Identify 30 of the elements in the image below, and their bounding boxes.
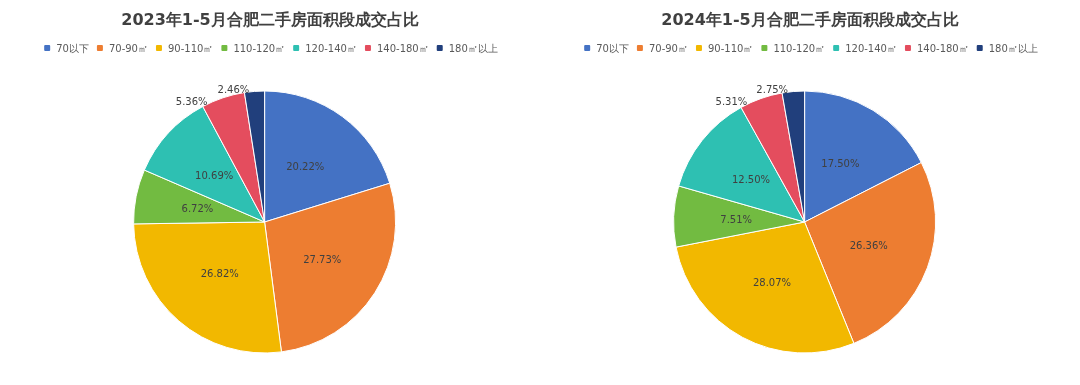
data-label: 2.46% [217,83,250,95]
data-label: 6.72% [181,203,214,215]
legend-label: 110-120㎡ [233,42,286,54]
data-label: 17.50% [821,158,860,170]
data-label: 5.31% [715,96,748,107]
data-label: 7.51% [720,213,753,225]
data-label: 28.07% [752,276,792,288]
data-label: 26.36% [849,240,888,252]
legend-label: 180㎡以上 [448,42,498,54]
legend-label: 70-90㎡ [648,42,688,54]
legend-label: 140-180㎡ [376,42,429,54]
legend-label: 180㎡以上 [988,42,1038,54]
data-label: 26.82% [200,268,239,280]
legend-label: 90-110㎡ [707,42,754,54]
legend-label: 70以下 [596,42,629,54]
legend-label: 90-110㎡ [167,42,214,54]
chart-title: 2023年1-5月合肥二手房面积段成交占比 [121,9,419,29]
legend-label: 140-180㎡ [916,42,969,54]
data-label: 10.69% [195,170,234,182]
legend-label: 70-90㎡ [108,42,148,54]
legend-label: 120-140㎡ [845,42,897,54]
data-label: 20.22% [286,161,325,173]
legend-label: 70以下 [56,42,89,54]
data-label: 27.73% [303,253,342,265]
data-label: 2.75% [756,84,789,95]
chart-title: 2024年1-5月合肥二手房面积段成交占比 [661,9,959,29]
legend-label: 120-140㎡ [305,42,357,54]
legend-label: 110-120㎡ [773,42,826,54]
data-label: 5.36% [175,95,208,107]
data-label: 12.50% [731,173,771,185]
